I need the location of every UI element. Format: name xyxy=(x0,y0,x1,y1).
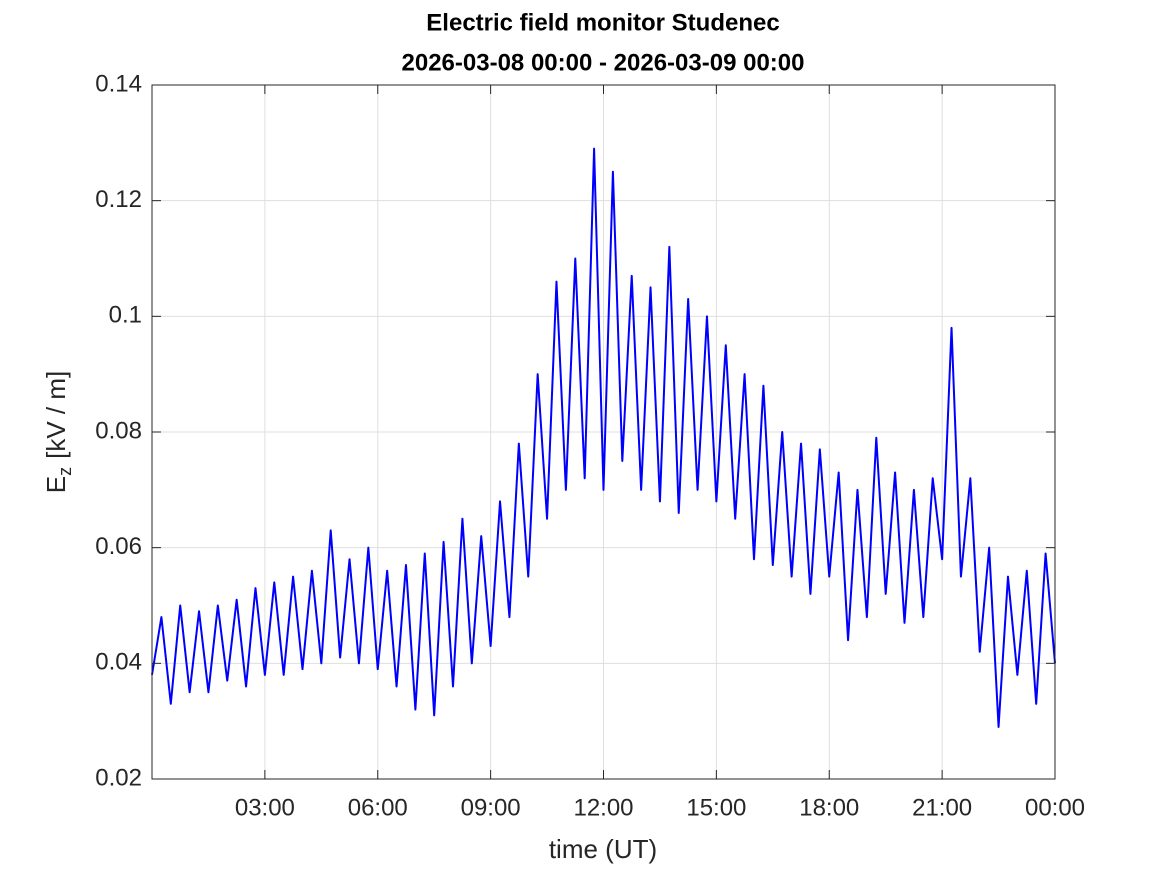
y-label-subscript: z xyxy=(55,467,75,476)
chart-subtitle: 2026-03-08 00:00 - 2026-03-09 00:00 xyxy=(402,49,805,76)
y-tick-label: 0.1 xyxy=(109,302,142,329)
x-tick-label: 06:00 xyxy=(348,794,408,821)
y-tick-label: 0.02 xyxy=(95,764,142,791)
x-tick-label: 18:00 xyxy=(799,794,859,821)
y-label-base: E xyxy=(41,476,71,493)
x-tick-label: 00:00 xyxy=(1025,794,1085,821)
x-tick-label: 15:00 xyxy=(686,794,746,821)
y-label-unit: [kV / m] xyxy=(41,371,71,459)
y-tick-label: 0.04 xyxy=(95,649,142,676)
y-axis-label: Ez [kV / m] xyxy=(41,371,75,493)
chart-title: Electric field monitor Studenec xyxy=(426,9,779,36)
y-tick-label: 0.06 xyxy=(95,533,142,560)
x-tick-label: 21:00 xyxy=(912,794,972,821)
x-tick-label: 09:00 xyxy=(461,794,521,821)
x-tick-label: 03:00 xyxy=(235,794,295,821)
y-tick-label: 0.08 xyxy=(95,417,142,444)
y-tick-label: 0.14 xyxy=(95,70,142,97)
data-line xyxy=(151,147,1056,728)
x-tick-label: 12:00 xyxy=(573,794,633,821)
y-tick-label: 0.12 xyxy=(95,186,142,213)
x-axis-label: time (UT) xyxy=(549,834,657,864)
